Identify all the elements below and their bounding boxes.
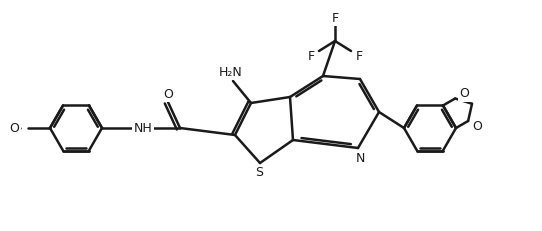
Text: F: F [332,12,339,24]
Text: O: O [459,87,469,100]
Text: N: N [356,152,365,164]
Text: H₂N: H₂N [219,66,243,79]
Text: O: O [9,122,19,134]
Text: F: F [356,49,363,63]
Text: F: F [307,49,314,63]
Text: S: S [255,167,263,179]
Text: NH: NH [134,122,152,136]
Text: O: O [472,119,482,133]
Text: O: O [163,88,173,100]
